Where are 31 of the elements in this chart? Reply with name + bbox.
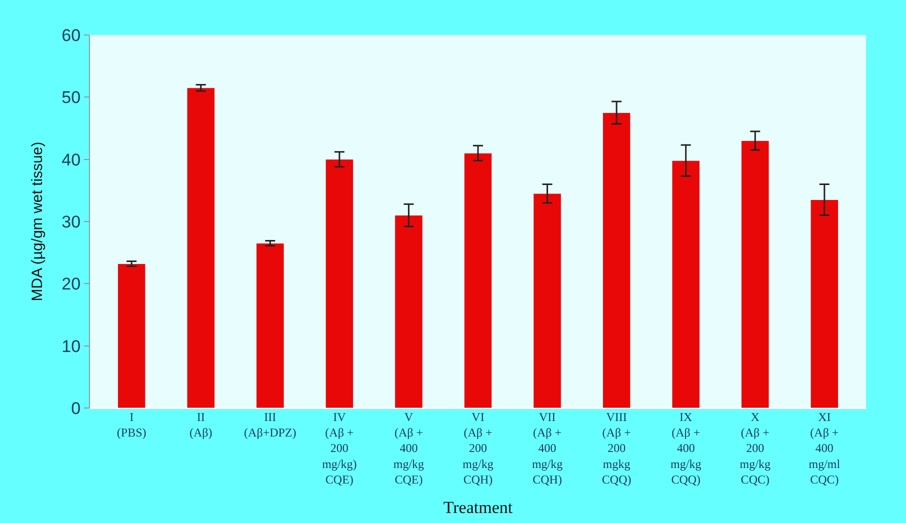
y-tick-label: 60 <box>62 26 81 45</box>
x-tick-label: VI (Aβ + 200 mg/kg CQH) <box>462 410 494 486</box>
y-tick-label: 30 <box>62 212 81 232</box>
y-axis-title: MDA (µg/gm wet tissue) <box>28 142 46 302</box>
y-tick-label: 40 <box>62 150 81 170</box>
bar <box>394 215 423 408</box>
x-tick-label: IV (Aβ + 200 mg/kg) CQE) <box>322 410 357 486</box>
bar <box>741 140 770 408</box>
x-tick-label: IX (Aβ + 400 mg/kg CQQ) <box>670 410 702 486</box>
x-tick-label: III (Aβ+DPZ) <box>244 410 296 440</box>
bar <box>810 199 839 408</box>
bar <box>672 160 700 408</box>
x-tick-label: X (Aβ + 200 mg/kg CQC) <box>740 410 770 486</box>
x-tick-label: II (Aβ) <box>189 410 212 440</box>
x-tick-label: I (PBS) <box>116 410 146 440</box>
x-tick-label: XI (Aβ + 400 mg/ml CQC) <box>808 410 841 486</box>
x-axis-title: Treatment <box>443 498 513 517</box>
bar <box>602 112 631 408</box>
y-tick-label: 0 <box>71 398 81 418</box>
bar <box>186 88 215 408</box>
bar <box>256 243 284 408</box>
x-tick-label: V (Aβ + 400 mg/kg CQE) <box>393 410 424 486</box>
x-tick-label: VIII (Aβ + 200 mgkg CQQ) <box>602 410 632 486</box>
bar <box>464 152 492 408</box>
y-tick-label: 10 <box>62 336 81 356</box>
x-tick-label: VII (Aβ + 400 mg/kg CQH) <box>532 410 563 486</box>
bar <box>325 159 354 408</box>
y-tick-label: 50 <box>62 88 81 108</box>
bar <box>533 193 562 408</box>
bar <box>117 264 146 408</box>
y-tick-label: 20 <box>62 274 81 294</box>
